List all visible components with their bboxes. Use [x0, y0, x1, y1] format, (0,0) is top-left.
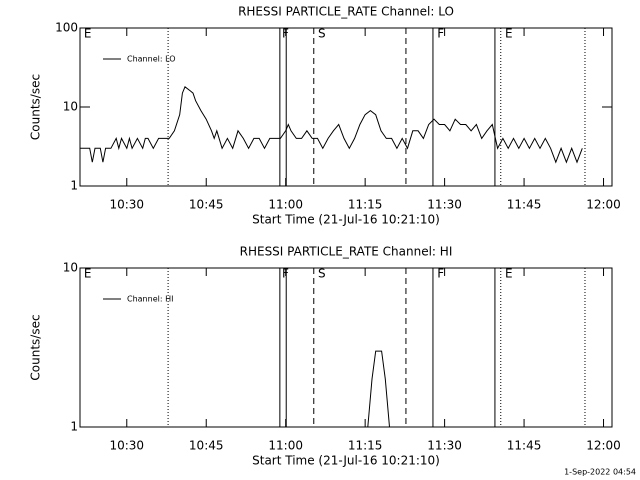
chart-title: RHESSI PARTICLE_RATE Channel: HI — [240, 245, 453, 259]
x-tick-label: 11:45 — [507, 439, 542, 453]
event-label: E — [84, 267, 92, 281]
x-tick-label: 12:00 — [586, 198, 621, 212]
x-tick-label: 11:30 — [427, 198, 462, 212]
x-axis-label: Start Time (21-Jul-16 10:21:10) — [252, 454, 440, 468]
event-label: F — [282, 267, 289, 281]
y-tick-label: 1 — [70, 420, 78, 434]
y-tick-label: 10 — [63, 261, 78, 275]
x-tick-label: 10:30 — [109, 439, 144, 453]
x-tick-label: 12:00 — [586, 439, 621, 453]
x-tick-label: 11:15 — [348, 198, 383, 212]
y-axis-label: Counts/sec — [29, 74, 43, 140]
x-tick-label: 11:00 — [268, 439, 303, 453]
y-tick-label: 1 — [70, 179, 78, 193]
legend-label: Channel: LO — [127, 55, 176, 64]
event-label: F — [282, 27, 289, 41]
data-line — [80, 86, 583, 164]
event-label: E — [505, 267, 513, 281]
y-axis-label: Counts/sec — [29, 314, 43, 380]
x-axis-label: Start Time (21-Jul-16 10:21:10) — [252, 213, 440, 227]
x-tick-label: 11:45 — [507, 198, 542, 212]
x-tick-label: 11:00 — [268, 198, 303, 212]
plot-frame — [79, 267, 613, 428]
x-tick-label: 10:45 — [189, 439, 224, 453]
event-label: E — [505, 27, 513, 41]
x-tick-label: 10:30 — [109, 198, 144, 212]
event-label: S — [318, 27, 326, 41]
x-tick-label: 11:30 — [427, 439, 462, 453]
chart-title: RHESSI PARTICLE_RATE Channel: LO — [238, 5, 454, 19]
data-line — [367, 350, 390, 428]
legend-label: Channel: HI — [127, 295, 173, 304]
event-label: S — [318, 267, 326, 281]
event-label: E — [84, 27, 92, 41]
event-label: F — [437, 267, 444, 281]
y-tick-label: 100 — [55, 21, 78, 35]
x-tick-label: 10:45 — [189, 198, 224, 212]
y-tick-label: 10 — [63, 100, 78, 114]
footer: 1-Sep-2022 04:54 — [564, 468, 636, 477]
plot-frame — [79, 27, 613, 187]
x-tick-label: 11:15 — [348, 439, 383, 453]
event-label: F — [437, 27, 444, 41]
